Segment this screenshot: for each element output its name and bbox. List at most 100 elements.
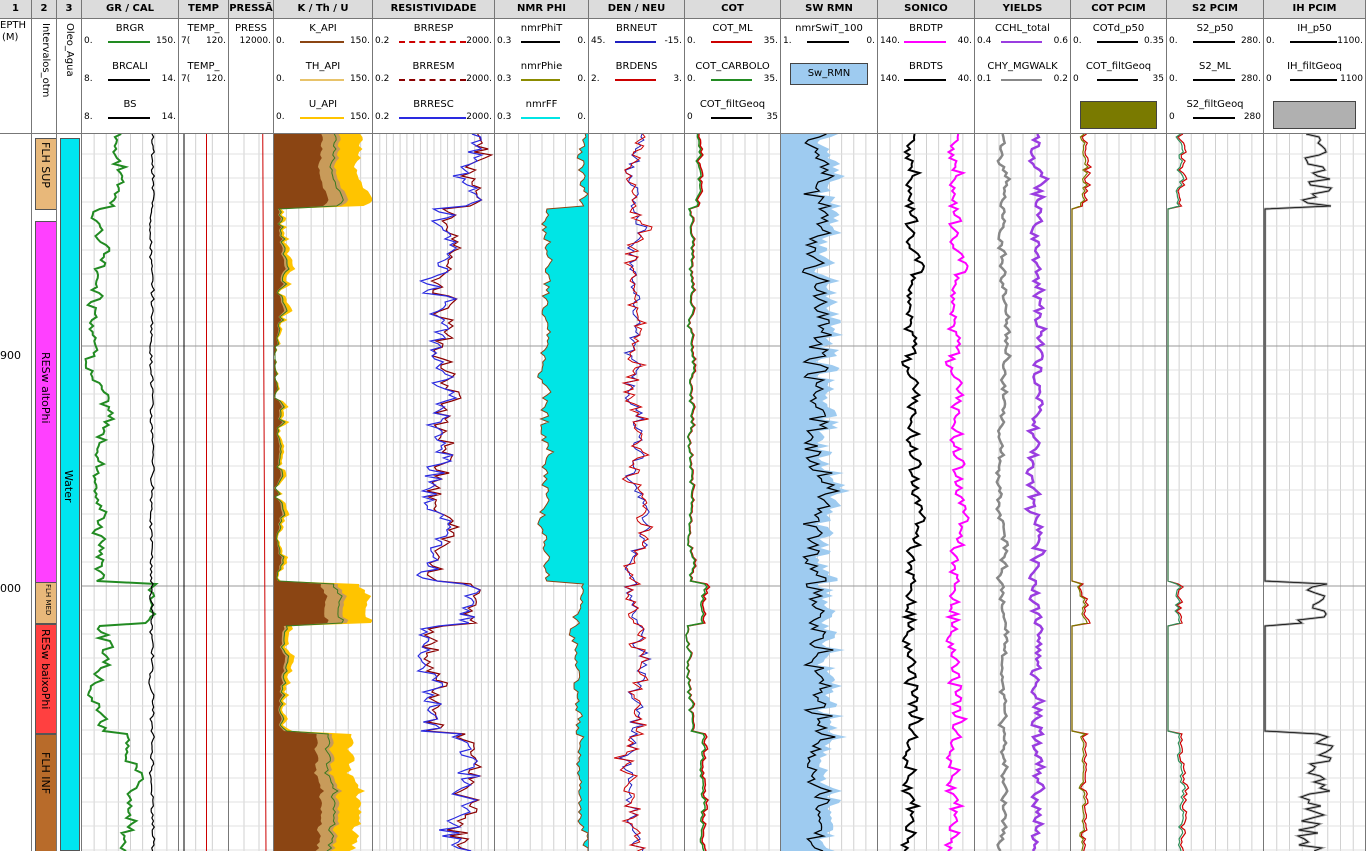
track-gr[interactable]: GR / CAL BRGR 0. 150. BRCALI 8. 14. BS 8. 14. (82, 0, 179, 851)
track-kthu[interactable]: K / Th / U K_API 0. 150. TH_API 0. 150. U_API 0.… (274, 0, 373, 851)
curve-name[interactable]: COT_filtGeoq (699, 99, 766, 110)
curve-name[interactable]: S2_filtGeoq (1186, 99, 1244, 110)
curve-name[interactable]: COT_filtGeoq (1085, 61, 1152, 72)
intervals-track[interactable]: 2 Intervalos_otm FLH SUP RESw altoPhi FL… (32, 0, 57, 851)
curve-name[interactable]: IH_p50 (1297, 23, 1332, 34)
curve-name[interactable]: BRRESM (412, 61, 455, 72)
curve-name[interactable]: U_API (308, 99, 338, 110)
track-header-sw[interactable]: SW RMN (781, 0, 877, 19)
plot-press[interactable] (229, 134, 273, 851)
track-header-kthu[interactable]: K / Th / U (274, 0, 372, 19)
plot-sw[interactable] (781, 134, 877, 851)
curve-name[interactable]: CHY_MGWALK (987, 61, 1058, 72)
track-temp[interactable]: TEMP TEMP_ 7(120. TEMP_ 7(120. (179, 0, 229, 851)
curve-name[interactable]: nmrSwiT_100 (795, 23, 863, 34)
scale-min: 0. (1266, 36, 1275, 46)
scale-max: 1100 (1340, 74, 1363, 84)
plot-kthu[interactable] (274, 134, 372, 851)
scale-line (1290, 79, 1337, 81)
track-header-temp[interactable]: TEMP (179, 0, 228, 19)
track-header-press[interactable]: PRESSÃ (229, 0, 273, 19)
curve-name[interactable]: nmrPhiT (520, 23, 563, 34)
fill-legend-cotp[interactable] (1080, 101, 1157, 129)
fluid-zone-label: Water (62, 470, 75, 503)
track-header-nmr[interactable]: NMR PHI (495, 0, 588, 19)
curve-name[interactable]: BRNEUT (615, 23, 658, 34)
curve-name[interactable]: nmrFF (525, 99, 558, 110)
plot-yld[interactable] (975, 134, 1070, 851)
curve-scale: 0.3 0. (497, 74, 586, 86)
track-res[interactable]: RESISTIVIDADE BRRESP 0.2 2000. BRRESM 0.2 2000… (373, 0, 495, 851)
track-header-ih[interactable]: IH PCIM (1264, 0, 1365, 19)
plot-s2[interactable] (1167, 134, 1263, 851)
track-den[interactable]: DEN / NEU BRNEUT 45. -15. BRDENS 2. 3. (589, 0, 685, 851)
curve-name[interactable]: BRCALI (112, 61, 148, 72)
zone-flh-med[interactable] (35, 582, 56, 624)
curve-canvas-cot (685, 134, 780, 851)
curve-name[interactable]: TEMP_ (187, 61, 220, 72)
track-header-s2[interactable]: S2 PCIM (1167, 0, 1263, 19)
track-header-den[interactable]: DEN / NEU (589, 0, 684, 19)
plot-ih[interactable] (1264, 134, 1365, 851)
curve-name[interactable]: nmrPhie (520, 61, 563, 72)
plot-nmr[interactable] (495, 134, 588, 851)
track-press[interactable]: PRESSÃ PRESS 12000. (229, 0, 274, 851)
depth-track[interactable]: 1 EPTH (M) 900 000 (0, 0, 32, 851)
track-header-cot[interactable]: COT (685, 0, 780, 19)
curve-name[interactable]: CCHL_total (995, 23, 1050, 34)
track-header-1[interactable]: 1 (0, 0, 31, 19)
curve-name[interactable]: COTd_p50 (1092, 23, 1145, 34)
track-cotp[interactable]: COT PCIM COTd_p50 0. 0.35 COT_filtGeoq 0 35 (1071, 0, 1167, 851)
curve-name[interactable]: S2_ML (1199, 61, 1231, 72)
curve-name[interactable]: COT_CARBOLO (695, 61, 770, 72)
curve-name[interactable]: PRESS (235, 23, 267, 34)
fluid-track[interactable]: 3 Oleo_Agua Water (57, 0, 82, 851)
curve-name[interactable]: COT_ML (712, 23, 753, 34)
plot-gr[interactable] (82, 134, 178, 851)
plot-cot[interactable] (685, 134, 780, 851)
zone-flh-inf[interactable] (35, 734, 56, 851)
track-header-son[interactable]: SONICO (878, 0, 974, 19)
track-son[interactable]: SONICO BRDTP 140. 40. BRDTS 140. 40. (878, 0, 975, 851)
curve-brdtp (943, 134, 970, 851)
curve-name[interactable]: TH_API (305, 61, 341, 72)
zone-resw-baixophi[interactable] (35, 624, 56, 734)
plot-cotp[interactable] (1071, 134, 1166, 851)
plot-res[interactable] (373, 134, 494, 851)
curve-name[interactable]: S2_p50 (1196, 23, 1234, 34)
plot-son[interactable] (878, 134, 974, 851)
plot-temp[interactable] (179, 134, 228, 851)
curve-name[interactable]: BRGR (115, 23, 145, 34)
curve-name[interactable]: TEMP_ (187, 23, 220, 34)
track-header-gr[interactable]: GR / CAL (82, 0, 178, 19)
track-ih[interactable]: IH PCIM IH_p50 0. 1100. IH_filtGeoq 0 1100 (1264, 0, 1366, 851)
curve-scale: 8. 14. (84, 74, 176, 86)
track-nmr[interactable]: NMR PHI nmrPhiT 0.3 0. nmrPhie 0.3 0. nmrFF 0.3 0… (495, 0, 589, 851)
curve-scale: 0.2 2000. (375, 36, 492, 48)
curve-name[interactable]: BRDTP (909, 23, 943, 34)
track-header-cotp[interactable]: COT PCIM (1071, 0, 1166, 19)
track-cot[interactable]: COT COT_ML 0. 35. COT_CARBOLO 0. 35. COT_filtGe… (685, 0, 781, 851)
curve-name[interactable]: K_API (309, 23, 337, 34)
curve-name[interactable]: BS (123, 99, 137, 110)
track-sw[interactable]: SW RMN nmrSwiT_100 1. 0. Sw_RMN (781, 0, 878, 851)
curve-canvas-ih (1264, 134, 1365, 851)
scale-line (521, 41, 560, 43)
fill-legend-ih[interactable] (1273, 101, 1356, 129)
track-header-yld[interactable]: YIELDS (975, 0, 1070, 19)
curve-name[interactable]: BRRESP (413, 23, 454, 34)
sw-fill-legend[interactable]: Sw_RMN (790, 63, 868, 85)
scale-min: 0.4 (977, 36, 992, 46)
curve-name[interactable]: BRDTS (909, 61, 943, 72)
track-header-res[interactable]: RESISTIVIDADE (373, 0, 494, 19)
track-header-2[interactable]: 2 (32, 0, 56, 19)
curve-name[interactable]: IH_filtGeoq (1287, 61, 1342, 72)
track-header-3[interactable]: 3 (57, 0, 81, 19)
zone-flh-sup[interactable] (35, 138, 56, 210)
track-s2[interactable]: S2 PCIM S2_p50 0. 280. S2_ML 0. 280. S2_filtGeo… (1167, 0, 1264, 851)
curve-name[interactable]: BRRESC (413, 99, 454, 110)
intervals-plot: FLH SUP RESw altoPhi FLH MED RESw baixoP… (32, 134, 56, 851)
curve-name[interactable]: BRDENS (615, 61, 658, 72)
plot-den[interactable] (589, 134, 684, 851)
track-yld[interactable]: YIELDS CCHL_total 0.4 0.6 CHY_MGWALK 0.1 0.2 (975, 0, 1071, 851)
